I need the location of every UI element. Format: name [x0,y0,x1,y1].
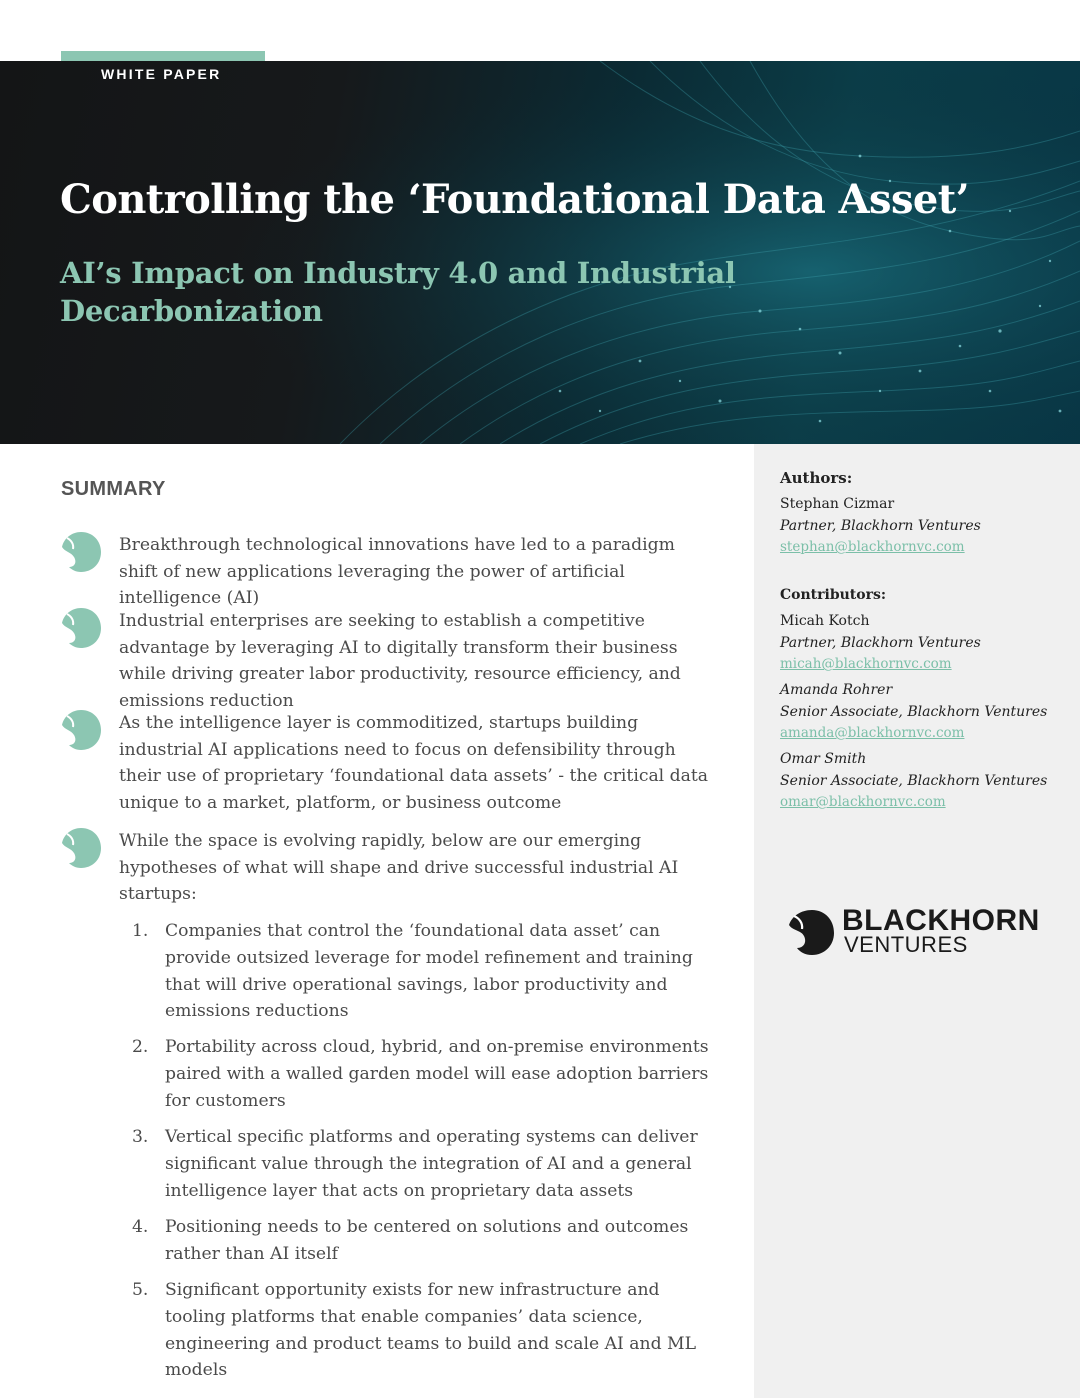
author-role: Partner, Blackhorn Ventures [780,518,981,534]
blackhorn-logo: BLACKHORN VENTURES [788,904,1039,960]
hero-banner [0,61,1080,444]
author-email-link[interactable]: stephan@blackhornvc.com [780,539,965,555]
data-stream-graphic [0,61,1080,444]
hypothesis-text: Significant opportunity exists for new i… [165,1280,697,1381]
contributor-email-link[interactable]: omar@blackhornvc.com [780,794,946,810]
authors-heading: Authors: [780,469,853,487]
summary-bullet-text: While the space is evolving rapidly, bel… [119,831,679,904]
blackhorn-horn-icon [62,532,101,572]
blackhorn-horn-icon [62,828,101,868]
logo-wordmark-line2: VENTURES [844,932,968,957]
header-accent-bar [61,51,265,61]
hypothesis-text: Positioning needs to be centered on solu… [165,1217,689,1264]
hypothesis-number: 4. [132,1217,149,1237]
contributor-name: Amanda Rohrer [780,682,893,698]
page-subtitle: AI’s Impact on Industry 4.0 and Industri… [60,256,736,328]
hypothesis-number: 2. [132,1037,149,1057]
logo-wordmark-line1: BLACKHORN [842,904,1040,937]
summary-bullet-text: As the intelligence layer is commoditize… [119,713,709,813]
summary-bullet-text: Breakthrough technological innovations h… [119,535,675,608]
hypothesis-number: 1. [132,921,149,941]
hypothesis-text: Companies that control the ‘foundational… [165,921,693,1022]
contributor-email-link[interactable]: amanda@blackhornvc.com [780,725,965,741]
blackhorn-horn-icon [62,608,101,648]
page-title: Controlling the ‘Foundational Data Asset… [60,176,970,223]
hypothesis-number: 3. [132,1127,149,1147]
contributors-heading: Contributors: [780,587,887,603]
summary-heading: SUMMARY [61,478,166,500]
hypothesis-number: 5. [132,1280,149,1300]
contributor-email-link[interactable]: micah@blackhornvc.com [780,656,952,672]
summary-bullet-text: Industrial enterprises are seeking to es… [119,611,681,711]
contributor-name: Omar Smith [780,751,867,767]
document-type-label: WHITE PAPER [101,66,222,82]
contributor-role: Senior Associate, Blackhorn Ventures [780,704,1048,720]
contributor-name: Micah Kotch [780,613,870,629]
blackhorn-logo-icon [789,910,834,955]
hypothesis-text: Portability across cloud, hybrid, and on… [165,1037,709,1111]
author-name: Stephan Cizmar [780,496,895,512]
contributor-role: Senior Associate, Blackhorn Ventures [780,773,1048,789]
blackhorn-horn-icon [62,710,101,750]
contributor-role: Partner, Blackhorn Ventures [780,635,981,651]
hypothesis-text: Vertical specific platforms and operatin… [165,1127,698,1201]
